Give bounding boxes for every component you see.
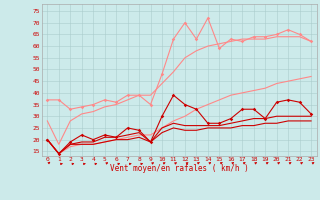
X-axis label: Vent moyen/en rafales ( km/h ): Vent moyen/en rafales ( km/h ): [110, 164, 249, 173]
